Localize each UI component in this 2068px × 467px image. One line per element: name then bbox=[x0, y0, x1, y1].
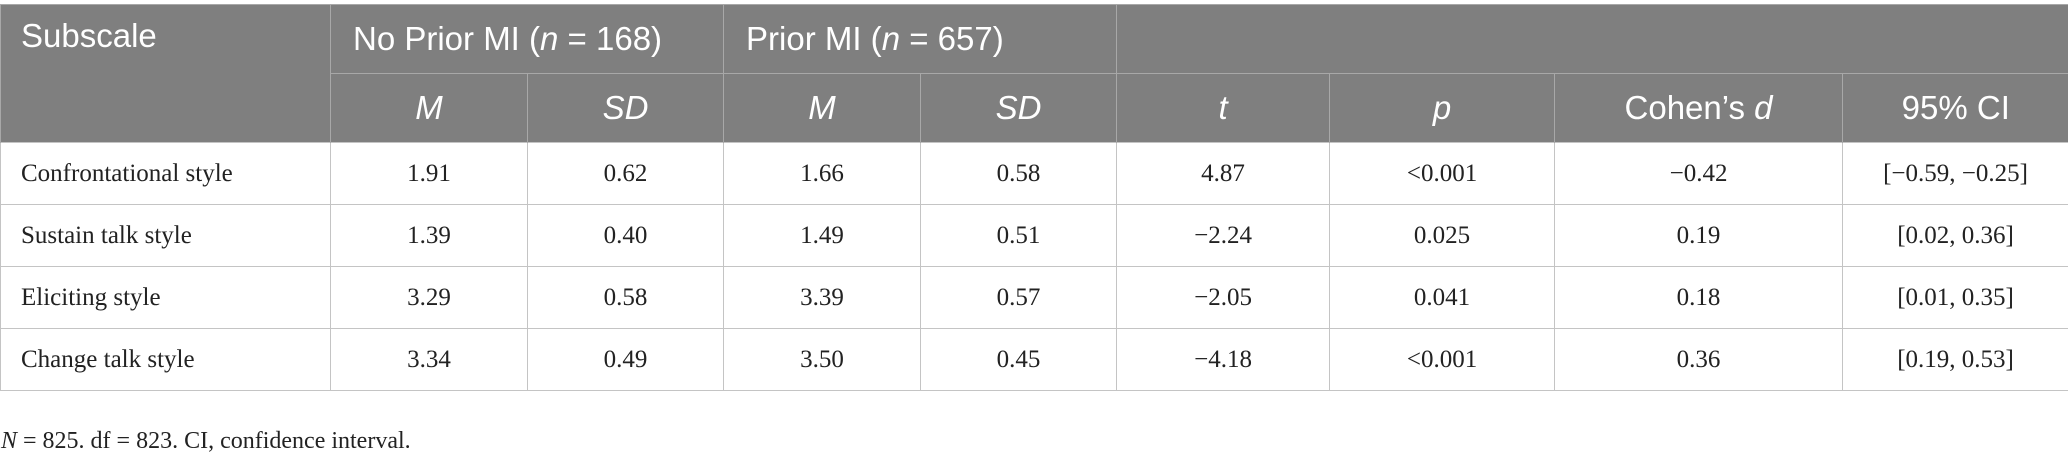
group2-n: n bbox=[881, 20, 901, 57]
cell-subscale: Eliciting style bbox=[0, 266, 331, 329]
cohens-prefix: Cohen’s bbox=[1624, 89, 1755, 126]
cell-t: −2.24 bbox=[1116, 204, 1331, 267]
group1-n: n bbox=[540, 20, 559, 57]
table-row: Change talk style 3.34 0.49 3.50 0.45 −4… bbox=[0, 328, 2068, 391]
cell-m2: 3.50 bbox=[723, 328, 922, 391]
cell-p: 0.041 bbox=[1329, 266, 1556, 329]
cell-d: 0.19 bbox=[1554, 204, 1844, 267]
header-ci: 95% CI bbox=[1842, 73, 2068, 143]
header-cohens-d: Cohen’s d bbox=[1554, 73, 1843, 143]
header-t: t bbox=[1116, 73, 1330, 143]
cell-m1: 3.34 bbox=[330, 328, 528, 391]
cell-t: 4.87 bbox=[1116, 142, 1331, 205]
cell-subscale: Change talk style bbox=[0, 328, 331, 391]
header-subscale: Subscale bbox=[0, 4, 331, 143]
cell-ci: [0.19, 0.53] bbox=[1842, 328, 2068, 391]
cell-ci: [0.02, 0.36] bbox=[1842, 204, 2068, 267]
table-row: Eliciting style 3.29 0.58 3.39 0.57 −2.0… bbox=[0, 266, 2068, 329]
cell-ci: [−0.59, −0.25] bbox=[1842, 142, 2068, 205]
cell-p: <0.001 bbox=[1329, 328, 1556, 391]
header-blank bbox=[1116, 4, 2068, 74]
header-prior-mi: Prior MI (n = 657) bbox=[723, 4, 1117, 74]
cell-subscale: Sustain talk style bbox=[0, 204, 331, 267]
group2-suffix: = 657) bbox=[900, 20, 1004, 57]
table-container: Subscale No Prior MI (n = 168) Prior MI … bbox=[0, 4, 2068, 391]
cell-sd2: 0.51 bbox=[920, 204, 1118, 267]
table-row: Confrontational style 1.91 0.62 1.66 0.5… bbox=[0, 142, 2068, 205]
cell-sd1: 0.62 bbox=[526, 142, 725, 205]
header-m-2: M bbox=[723, 73, 921, 143]
cell-m1: 3.29 bbox=[330, 266, 528, 329]
header-p: p bbox=[1329, 73, 1555, 143]
header-sd-1: SD bbox=[526, 73, 724, 143]
header-row-groups: Subscale No Prior MI (n = 168) Prior MI … bbox=[0, 4, 2068, 143]
cell-m2: 3.39 bbox=[723, 266, 922, 329]
cell-m1: 1.91 bbox=[330, 142, 528, 205]
cell-sd1: 0.49 bbox=[526, 328, 725, 391]
cell-sd1: 0.40 bbox=[526, 204, 725, 267]
cohens-d-symbol: d bbox=[1754, 89, 1773, 126]
cell-d: −0.42 bbox=[1554, 142, 1844, 205]
cell-m2: 1.49 bbox=[723, 204, 922, 267]
header-m-1: M bbox=[330, 73, 528, 143]
cell-m2: 1.66 bbox=[723, 142, 922, 205]
cell-d: 0.36 bbox=[1554, 328, 1844, 391]
cell-sd2: 0.57 bbox=[920, 266, 1118, 329]
cell-p: 0.025 bbox=[1329, 204, 1556, 267]
cell-sd1: 0.58 bbox=[526, 266, 725, 329]
cell-d: 0.18 bbox=[1554, 266, 1844, 329]
cell-m1: 1.39 bbox=[330, 204, 528, 267]
footnote-n: N bbox=[1, 428, 18, 454]
group2-prefix: Prior MI ( bbox=[746, 20, 882, 57]
header-sd-2: SD bbox=[920, 73, 1117, 143]
cell-sd2: 0.58 bbox=[920, 142, 1118, 205]
cell-subscale: Confrontational style bbox=[0, 142, 331, 205]
results-table: Subscale No Prior MI (n = 168) Prior MI … bbox=[0, 4, 2068, 391]
table-footnote: N = 825. df = 823. CI, confidence interv… bbox=[1, 428, 411, 455]
footnote-text: = 825. df = 823. CI, confidence interval… bbox=[17, 428, 411, 454]
group1-suffix: = 168) bbox=[558, 20, 663, 57]
header-row-columns: M SD M SD t p Cohen’s d 95% CI bbox=[1, 73, 2068, 143]
group1-prefix: No Prior MI ( bbox=[353, 20, 541, 57]
table-row: Sustain talk style 1.39 0.40 1.49 0.51 −… bbox=[0, 204, 2068, 267]
cell-t: −4.18 bbox=[1116, 328, 1331, 391]
header-no-prior-mi: No Prior MI (n = 168) bbox=[329, 4, 724, 74]
cell-ci: [0.01, 0.35] bbox=[1842, 266, 2068, 329]
cell-p: <0.001 bbox=[1329, 142, 1556, 205]
cell-sd2: 0.45 bbox=[920, 328, 1118, 391]
cell-t: −2.05 bbox=[1116, 266, 1331, 329]
